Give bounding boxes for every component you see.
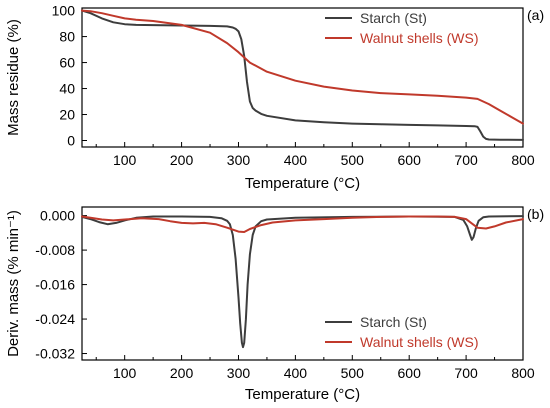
- y-axis-title: Deriv. mass (% min⁻¹): [5, 210, 22, 357]
- legend-entry: Walnut shells (WS): [360, 30, 479, 46]
- y-tick-label: -0.032: [35, 346, 75, 362]
- x-tick-label: 600: [398, 365, 422, 381]
- x-tick-label: 300: [227, 152, 251, 168]
- y-tick-label: -0.016: [35, 277, 75, 293]
- y-tick-label: 80: [59, 29, 75, 45]
- y-tick-label: 0.000: [40, 208, 75, 224]
- x-axis-title: Temperature (°C): [245, 175, 360, 192]
- x-tick-label: 400: [284, 365, 308, 381]
- x-tick-label: 700: [454, 152, 478, 168]
- y-tick-label: 0: [67, 133, 75, 149]
- y-tick-label: 40: [59, 81, 75, 97]
- x-tick-label: 100: [113, 365, 137, 381]
- y-tick-label: -0.024: [35, 311, 75, 327]
- legend-entry: Walnut shells (WS): [360, 334, 479, 350]
- series-line-walnut-shells: [81, 215, 524, 233]
- plot-frame: [81, 206, 524, 361]
- x-tick-label: 200: [170, 152, 194, 168]
- y-axis-title: Mass residue (%): [5, 19, 22, 136]
- chart-panel-2: 100 200 300 400 500 600 700 800 0.000 -0.008 -0.01…: [5, 206, 544, 403]
- x-tick-label: 500: [341, 152, 365, 168]
- legend-entry: Starch (St): [360, 314, 427, 330]
- panel-label: (b): [527, 206, 544, 222]
- y-tick-label: -0.008: [35, 242, 75, 258]
- chart-panel-1: 100 200 300 400 500 600 700 800 0 20 40 60 80 100 Temp…: [5, 3, 544, 192]
- series-line-starch: [81, 9, 524, 141]
- legend-entry: Starch (St): [360, 10, 427, 26]
- x-tick-label: 600: [398, 152, 422, 168]
- x-tick-label: 700: [454, 365, 478, 381]
- series-line-starch: [81, 215, 524, 349]
- y-tick-label: 60: [59, 55, 75, 71]
- panel-label: (a): [527, 7, 544, 23]
- x-tick-label: 500: [341, 365, 365, 381]
- x-tick-label: 100: [113, 152, 137, 168]
- y-tick-label: 100: [52, 3, 76, 19]
- y-tick-label: 20: [59, 107, 75, 123]
- x-tick-label: 200: [170, 365, 194, 381]
- x-tick-label: 800: [511, 365, 535, 381]
- plot-frame: [81, 7, 524, 148]
- series-line-walnut-shells: [81, 9, 524, 125]
- x-tick-label: 300: [227, 365, 251, 381]
- x-tick-label: 400: [284, 152, 308, 168]
- x-tick-label: 800: [511, 152, 535, 168]
- x-axis-title: Temperature (°C): [245, 386, 360, 403]
